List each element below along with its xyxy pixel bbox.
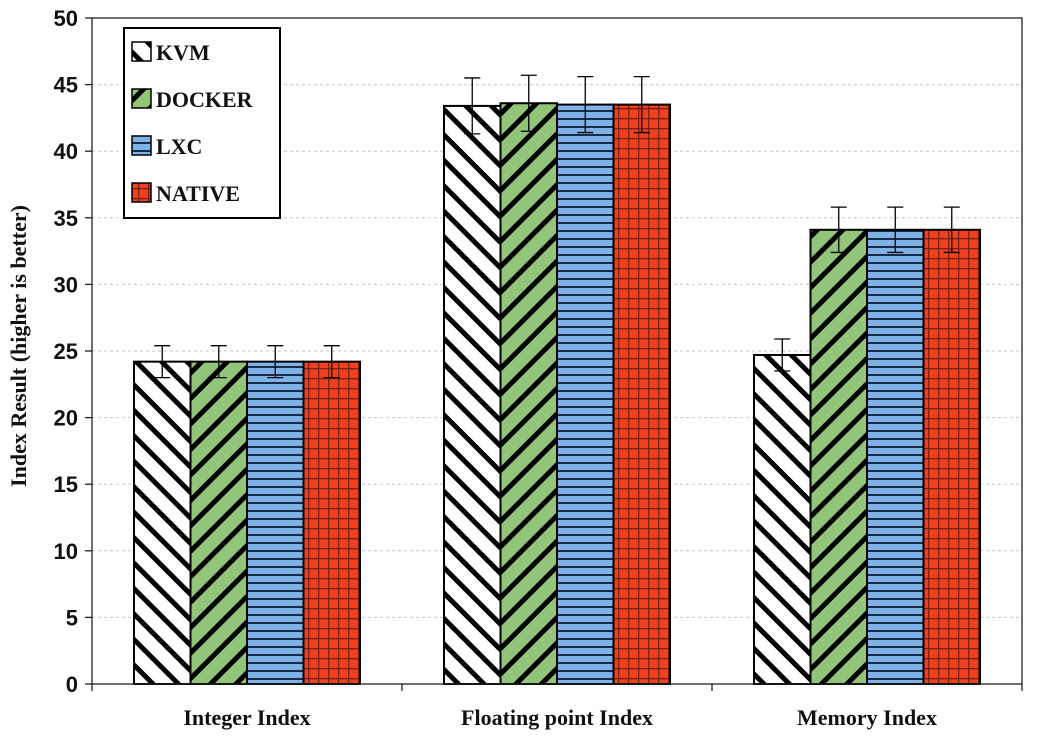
y-tick-label: 40	[54, 139, 78, 164]
legend-item-docker: DOCKER	[131, 87, 254, 112]
y-tick-labels: 0 5 10 15 20 25 30 35 40 45 50	[54, 6, 78, 697]
legend-label: NATIVE	[156, 181, 240, 206]
category-label: Memory Index	[797, 705, 937, 730]
y-tick-label: 0	[66, 672, 78, 697]
y-tick-label: 50	[54, 6, 78, 31]
y-tick-label: 25	[54, 339, 78, 364]
error-bar-docker-2	[520, 74, 537, 132]
error-bar-kvm-2	[464, 77, 481, 135]
legend-item-lxc: LXC	[131, 134, 202, 159]
legend-label: DOCKER	[156, 87, 254, 112]
y-tick-label: 15	[54, 472, 78, 497]
legend-item-native: NATIVE	[131, 181, 240, 206]
bar-lxc-2	[556, 103, 615, 685]
axes	[85, 17, 1023, 691]
legend-swatch	[131, 135, 152, 156]
error-bar-lxc-1	[267, 345, 284, 379]
bars	[133, 102, 981, 686]
error-bar-native-2	[633, 75, 650, 134]
legend: KVM DOCKER LXC NATIVE	[123, 27, 281, 219]
bar-native-2	[612, 103, 671, 685]
bar-kvm-3	[753, 353, 812, 685]
error-bar-lxc-2	[577, 75, 594, 134]
y-tick-label: 20	[54, 406, 78, 431]
error-bar-native-3	[943, 206, 960, 254]
bar-kvm-1	[133, 360, 192, 685]
category-label: Integer Index	[183, 705, 310, 730]
category-label: Floating point Index	[461, 705, 653, 730]
y-tick-label: 45	[54, 73, 78, 98]
legend-label: LXC	[156, 134, 202, 159]
legend-swatch	[131, 182, 152, 203]
error-bar-docker-3	[830, 206, 847, 254]
bar-native-3	[922, 228, 981, 685]
error-bar-docker-1	[210, 345, 227, 379]
bar-lxc-3	[866, 228, 925, 685]
bar-native-1	[302, 360, 361, 685]
error-bar-kvm-3	[774, 338, 791, 372]
y-tick-label: 35	[54, 206, 78, 231]
bar-docker-1	[189, 360, 248, 685]
bar-lxc-1	[246, 360, 305, 685]
bar-docker-3	[809, 228, 868, 685]
y-tick-label: 30	[54, 272, 78, 297]
category-labels: Integer Index Floating point Index Memory …	[183, 705, 937, 730]
bar-docker-2	[499, 102, 558, 686]
error-bar-native-1	[323, 345, 340, 379]
y-axis-title: Index Result (higher is better)	[6, 205, 31, 487]
y-tick-label: 5	[66, 605, 78, 630]
legend-label: KVM	[156, 40, 210, 65]
legend-item-kvm: KVM	[131, 40, 210, 65]
error-bar-kvm-1	[154, 345, 171, 379]
legend-swatch	[131, 41, 152, 62]
legend-swatch	[131, 88, 152, 109]
error-bars	[154, 74, 960, 379]
bar-kvm-2	[443, 104, 502, 686]
error-bar-lxc-3	[887, 206, 904, 254]
y-tick-label: 10	[54, 539, 78, 564]
